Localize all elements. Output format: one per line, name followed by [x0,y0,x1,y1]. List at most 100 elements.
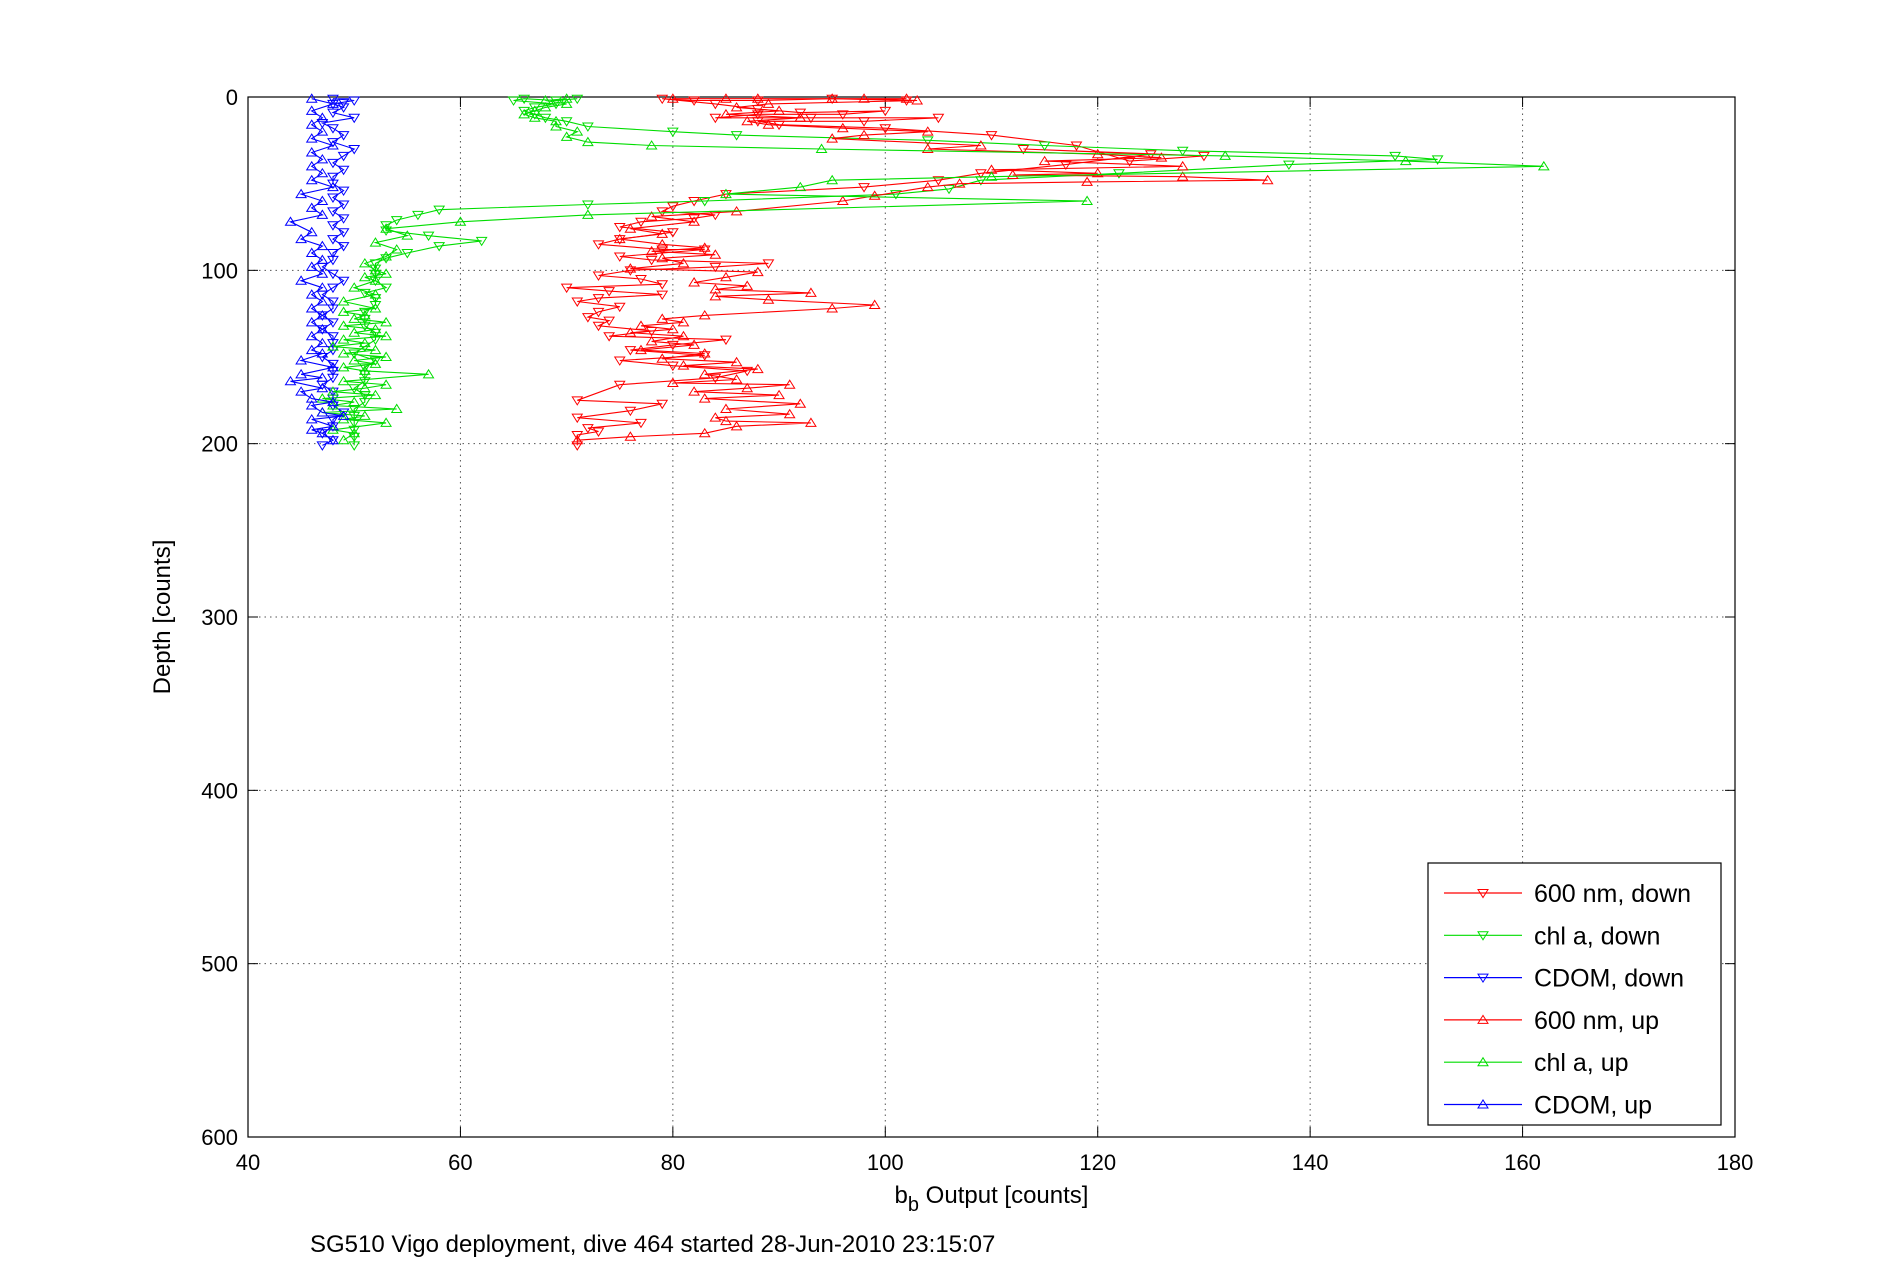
data-point [921,126,934,136]
data-point [1176,160,1189,171]
data-point [1399,155,1412,166]
data-point [337,214,350,224]
data-point [635,320,647,330]
data-point [316,119,329,129]
data-point [380,223,392,233]
data-point [369,358,382,368]
legend-entry: CDOM, up [1444,1092,1652,1120]
legend-label: CDOM, up [1534,1092,1652,1120]
legend-label: chl a, up [1534,1049,1629,1077]
data-point [358,337,371,348]
data-point [327,255,339,266]
data-point [730,356,743,367]
data-point [741,280,754,290]
data-point [1038,141,1051,151]
data-point [316,337,329,348]
data-point [560,131,573,141]
data-point [635,275,647,285]
data-point [380,226,392,236]
data-point [528,112,541,122]
data-point [327,304,339,314]
legend-entry: CDOM, down [1444,965,1684,993]
data-point [422,368,435,379]
data-point [720,93,732,103]
data-point [337,131,350,141]
data-point [921,181,934,192]
data-point [327,235,339,245]
data-point [698,393,711,403]
data-point [305,174,318,185]
data-point [327,249,339,259]
legend-label: CDOM, down [1534,965,1684,993]
data-point [316,323,329,334]
data-point [677,316,690,327]
data-point [380,254,392,264]
data-point [348,313,361,323]
data-point [327,172,339,183]
data-point [868,299,881,309]
legend-label: 600 nm, up [1534,1007,1659,1035]
data-point [858,117,870,127]
legend-marker [1477,1014,1489,1024]
data-point [305,160,318,171]
data-point [305,289,318,299]
data-point [645,140,658,150]
data-point [571,434,584,445]
data-point [1282,160,1295,171]
data-point [380,251,392,261]
data-point [1198,151,1210,162]
data-point [327,436,339,446]
y-tick-label: 100 [201,258,238,283]
data-point [369,289,382,299]
data-point [316,393,329,403]
data-point [677,360,690,370]
data-point [698,245,711,255]
data-point [666,202,679,212]
data-point [932,113,945,124]
data-point [656,353,669,363]
data-point [858,183,870,193]
data-point [358,365,371,375]
data-point [730,101,743,112]
data-point [475,236,488,247]
data-point [327,98,339,108]
data-point [688,277,701,287]
data-point [1091,167,1104,178]
data-point [688,216,701,226]
legend-marker [1477,889,1489,899]
data-point [974,140,987,150]
data-point [358,382,371,393]
data-point [358,363,371,373]
data-point [921,143,934,153]
data-point [805,113,817,124]
data-point [1059,160,1072,171]
data-point [305,400,318,410]
data-point [518,94,531,105]
data-point [709,283,722,294]
data-point [645,211,658,221]
data-point [327,94,339,105]
data-point [794,108,807,119]
data-point [412,210,424,221]
data-point [316,348,329,358]
data-point [454,216,467,226]
data-point [879,124,892,134]
x-tick-label: 120 [1079,1150,1116,1175]
data-point [337,410,350,420]
data-point [348,282,361,292]
data-point [316,309,329,320]
data-point [380,351,392,361]
series-line [288,98,344,441]
data-point [1017,145,1030,155]
data-point [369,303,382,313]
data-point [327,181,339,192]
data-point [316,195,329,205]
data-point [836,195,849,205]
data-point [369,301,382,311]
data-point [613,302,626,313]
data-point [316,126,329,136]
data-point [794,398,807,408]
data-point [337,186,350,197]
data-point [327,318,339,328]
